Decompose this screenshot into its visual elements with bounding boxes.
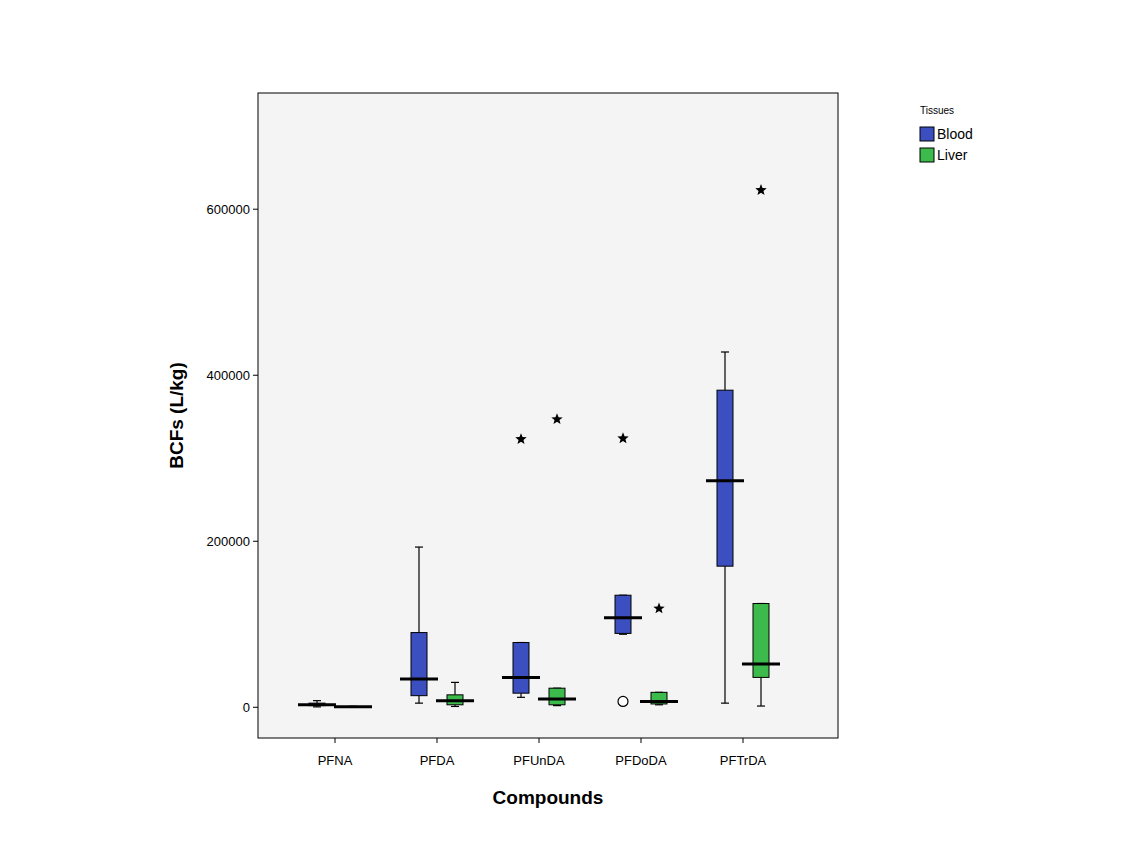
x-tick-label: PFDA [420,753,455,768]
upper-whisker [724,352,725,390]
marks [298,184,780,707]
max-cap [721,351,729,352]
x-axis-label: Compounds [493,787,604,808]
y-tick-label: 400000 [207,368,250,383]
median [604,616,642,619]
x-tick-label: PFTrDA [720,753,767,768]
legend-swatch [920,127,934,141]
min-cap [757,705,765,706]
box [513,643,529,694]
extreme-point [551,413,562,424]
max-cap [451,682,459,683]
x-tick-label: PFUnDA [513,753,565,768]
median [334,705,372,708]
y-tick-label: 600000 [207,202,250,217]
y-tick [253,209,258,210]
lower-whisker [760,677,761,706]
y-tick [253,707,258,708]
lower-whisker [418,696,419,703]
min-cap [721,703,729,704]
box [615,595,631,633]
median [706,479,744,482]
outlier-point [618,696,628,706]
min-cap [517,697,525,698]
box [549,688,565,705]
median [640,700,678,703]
median [538,697,576,700]
x-tick [539,738,540,743]
upper-whisker [454,682,455,694]
y-tick-label: 200000 [207,534,250,549]
min-cap [313,706,321,707]
extreme-point [617,432,628,443]
box [753,604,769,678]
plot-frame [258,93,838,738]
extreme-point [653,603,664,614]
extreme-point [755,184,766,195]
legend-label: Liver [937,147,968,163]
lower-whisker [520,693,521,697]
min-cap [451,706,459,707]
legend-label: Blood [937,126,973,142]
legend-swatch [920,148,934,162]
upper-whisker [418,547,419,633]
y-axis-label: BCFs (L/kg) [166,362,187,469]
median [436,699,474,702]
x-tick [335,738,336,743]
x-tick-label: PFDoDA [615,753,667,768]
x-tick-label: PFNA [318,753,353,768]
x-tick [437,738,438,743]
extreme-point [515,433,526,444]
median [400,678,438,681]
plot-background [258,93,838,738]
lower-whisker [724,566,725,703]
max-cap [415,546,423,547]
box [717,390,733,566]
y-tick [253,541,258,542]
max-cap [313,700,321,701]
chart: 0 200000 400000 600000 PFNA PFDA PFUnDA PFDoDA P… [0,0,1125,844]
legend-title: Tissues [920,105,954,116]
y-tick [253,375,258,376]
x-tick [743,738,744,743]
x-tick [641,738,642,743]
median [298,703,336,706]
min-cap [415,703,423,704]
median [742,663,780,666]
median [502,676,540,679]
y-tick-label: 0 [243,700,250,715]
box [411,633,427,696]
